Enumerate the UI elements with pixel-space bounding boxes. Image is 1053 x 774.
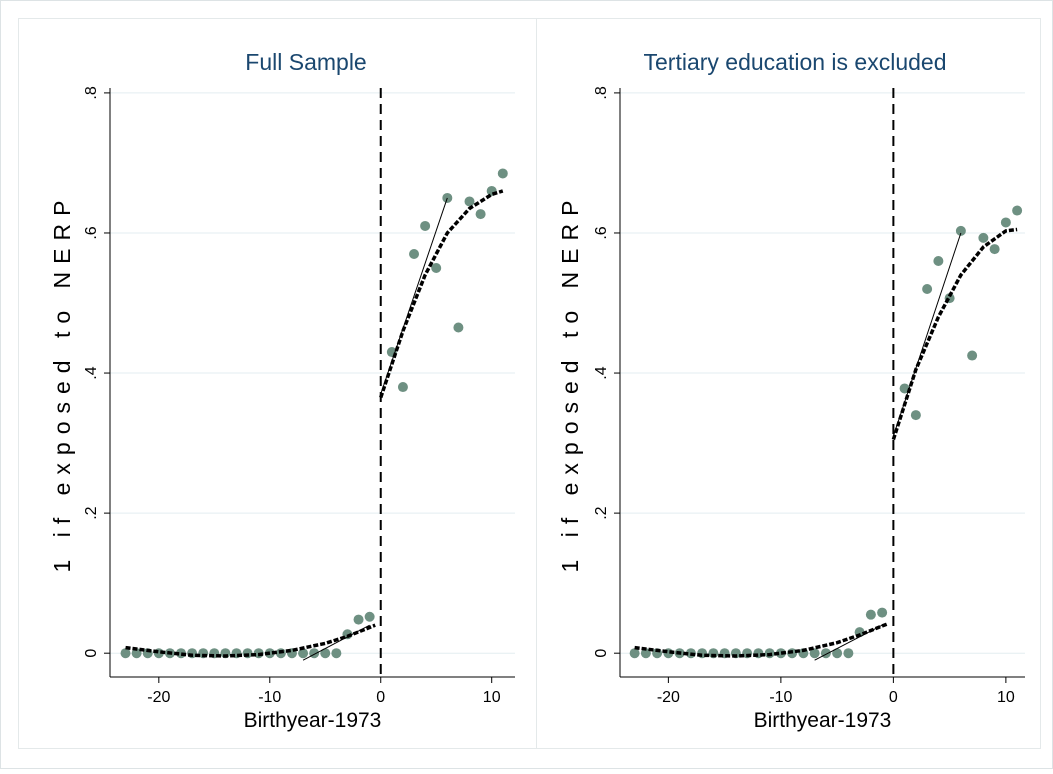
data-point bbox=[353, 614, 364, 625]
y-tick-label: 0 bbox=[83, 649, 100, 658]
data-point bbox=[475, 209, 486, 220]
data-point bbox=[409, 248, 420, 259]
x-tick-label: -10 bbox=[769, 689, 792, 706]
y-tick-label: .6 bbox=[83, 226, 100, 239]
data-point bbox=[978, 232, 989, 243]
linear-fit bbox=[892, 232, 962, 437]
data-point bbox=[364, 611, 375, 622]
x-axis-title: Birthyear-1973 bbox=[244, 709, 382, 732]
data-point bbox=[464, 196, 475, 207]
data-point bbox=[497, 168, 508, 179]
linear-fit bbox=[814, 624, 883, 661]
data-point bbox=[865, 609, 876, 620]
data-point bbox=[397, 382, 408, 393]
data-point bbox=[131, 648, 142, 659]
linear-fit bbox=[302, 624, 370, 661]
y-tick-label: .2 bbox=[83, 506, 100, 519]
data-point bbox=[1000, 217, 1011, 228]
data-point bbox=[910, 410, 921, 421]
data-point bbox=[809, 648, 820, 659]
x-tick-label: 10 bbox=[483, 689, 501, 706]
x-axis-title: Birthyear-1973 bbox=[754, 709, 892, 732]
data-point bbox=[420, 220, 431, 231]
data-point bbox=[933, 255, 944, 266]
x-tick-label: 0 bbox=[376, 689, 385, 706]
quadratic-fit bbox=[125, 623, 376, 658]
x-tick-label: 0 bbox=[889, 689, 898, 706]
x-tick-label: -10 bbox=[258, 689, 281, 706]
panel bbox=[536, 18, 1041, 749]
y-tick-label: .4 bbox=[593, 366, 610, 379]
y-tick-label: .2 bbox=[593, 506, 610, 519]
quadratic-fit bbox=[379, 189, 504, 399]
data-point bbox=[629, 648, 640, 659]
x-tick-label: -20 bbox=[657, 689, 680, 706]
chart-title: Full Sample bbox=[245, 49, 366, 75]
data-point bbox=[955, 225, 966, 236]
x-tick-label: 10 bbox=[997, 689, 1015, 706]
x-tick-label: -20 bbox=[147, 689, 170, 706]
data-point bbox=[320, 648, 331, 659]
data-point bbox=[967, 350, 978, 361]
data-point bbox=[989, 244, 1000, 255]
data-point bbox=[775, 648, 786, 659]
data-point bbox=[832, 648, 843, 659]
data-point bbox=[431, 262, 442, 273]
data-point bbox=[843, 648, 854, 659]
panel bbox=[18, 18, 537, 749]
data-point bbox=[120, 648, 131, 659]
y-tick-label: .4 bbox=[83, 366, 100, 379]
data-point bbox=[899, 383, 910, 394]
chart-title: Tertiary education is excluded bbox=[644, 49, 947, 75]
y-tick-label: .8 bbox=[593, 86, 610, 99]
data-point bbox=[453, 322, 464, 333]
y-tick-label: .8 bbox=[83, 86, 100, 99]
data-point bbox=[331, 648, 342, 659]
quadratic-fit bbox=[634, 622, 889, 658]
y-axis-title: 1 if exposed to NERP bbox=[49, 193, 75, 573]
linear-fit bbox=[380, 197, 448, 395]
data-point bbox=[298, 648, 309, 659]
y-axis-title: 1 if exposed to NERP bbox=[557, 193, 583, 573]
y-tick-label: 0 bbox=[593, 649, 610, 658]
data-point bbox=[922, 284, 933, 295]
data-point bbox=[877, 607, 888, 618]
data-point bbox=[1012, 205, 1023, 216]
y-tick-label: .6 bbox=[593, 226, 610, 239]
